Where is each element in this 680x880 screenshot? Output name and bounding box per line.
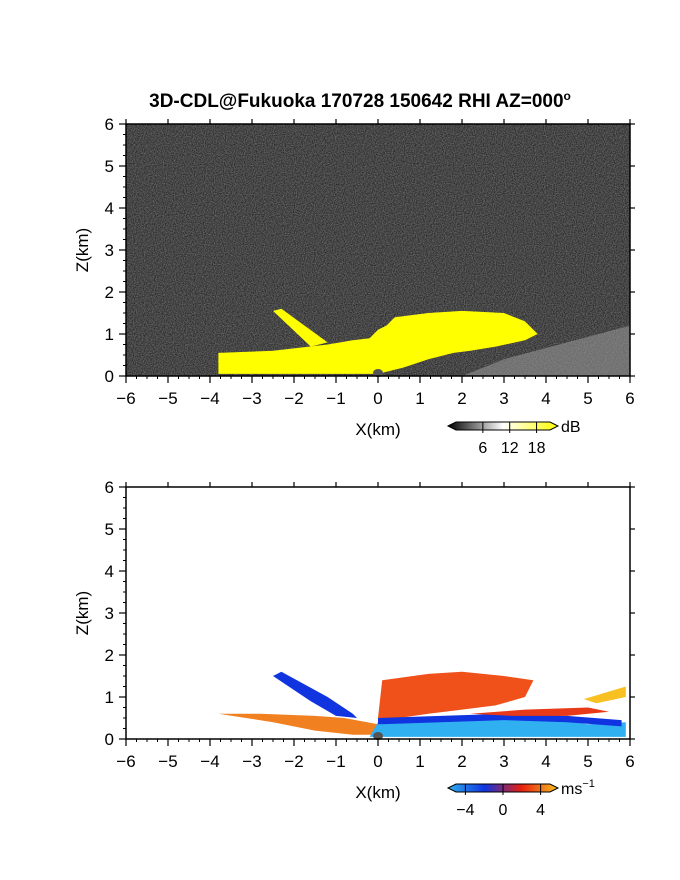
- region-0: [218, 310, 538, 374]
- colorbar-tick-label: 12: [501, 440, 519, 457]
- colorbar: −4 0 4 ms−1: [446, 778, 595, 819]
- x-tick-label: 6: [625, 752, 634, 771]
- plot-background: [126, 487, 630, 739]
- title-degree: o: [564, 89, 571, 103]
- y-tick-label: 2: [105, 646, 114, 665]
- x-tick-label: −3: [242, 389, 261, 408]
- x-tick-label: 0: [373, 389, 382, 408]
- x-tick-label: −1: [326, 389, 345, 408]
- colorbar-bar: [446, 421, 560, 431]
- x-tick-label: 3: [499, 389, 508, 408]
- x-tick-label: −5: [158, 389, 177, 408]
- x-tick-label: 2: [457, 752, 466, 771]
- x-tick-label: 3: [499, 752, 508, 771]
- region-5: [470, 707, 609, 716]
- x-tick-label: 2: [457, 389, 466, 408]
- y-tick-label: 5: [105, 157, 114, 176]
- x-tick-label: −2: [284, 752, 303, 771]
- y-tick-label: 3: [105, 241, 114, 260]
- y-tick-label: 6: [105, 115, 114, 134]
- y-tick-label: 1: [105, 688, 114, 707]
- y-tick-label: 3: [105, 604, 114, 623]
- region-1: [273, 308, 328, 347]
- x-tick-label: 4: [541, 389, 550, 408]
- x-tick-label: −2: [284, 389, 303, 408]
- velocity-panel: −6 −5 −4 −3 −2 −1 0 1 2 3 4 5 6 0 1 2 3 4 5 6 X(km) Z(km) −4 0 4…: [73, 478, 635, 819]
- y-tick-label: 2: [105, 283, 114, 302]
- x-tick-label: −3: [242, 752, 261, 771]
- x-tick-label: 5: [583, 752, 592, 771]
- radar-site-marker: [373, 369, 383, 377]
- region-6: [583, 686, 626, 704]
- x-tick-label: −4: [200, 752, 219, 771]
- x-tick-label: 1: [415, 389, 424, 408]
- colorbar-unit-exponent: −1: [582, 778, 595, 790]
- x-axis-label: X(km): [355, 783, 400, 802]
- y-axis-label: Z(km): [73, 591, 92, 635]
- x-tick-label: −5: [158, 752, 177, 771]
- x-tick-label: 6: [625, 389, 634, 408]
- y-tick-label: 0: [105, 730, 114, 749]
- colorbar-tick-label: 6: [478, 440, 487, 457]
- y-tick-label: 4: [105, 562, 114, 581]
- x-axis-label: X(km): [355, 420, 400, 439]
- colorbar-unit: dB: [561, 419, 581, 436]
- colorbar-tick-label: 4: [536, 802, 545, 819]
- radar-site-marker: [373, 732, 383, 740]
- colorbar-tick-label: 0: [499, 802, 508, 819]
- x-tick-label: −1: [326, 752, 345, 771]
- y-tick-label: 0: [105, 367, 114, 386]
- y-tick-label: 6: [105, 478, 114, 497]
- chart-title: 3D-CDL@Fukuoka 170728 150642 RHI AZ=000o: [149, 89, 571, 112]
- x-tick-label: −6: [116, 752, 135, 771]
- colorbar-unit: ms−1: [561, 778, 595, 798]
- x-tick-label: 4: [541, 752, 550, 771]
- x-tick-label: 0: [373, 752, 382, 771]
- y-tick-label: 5: [105, 520, 114, 539]
- y-tick-label: 1: [105, 325, 114, 344]
- x-tick-label: 5: [583, 389, 592, 408]
- region-2: [218, 713, 378, 735]
- colorbar-tick-label: 18: [528, 440, 546, 457]
- title-text: 3D-CDL@Fukuoka 170728 150642 RHI AZ=000: [149, 91, 563, 112]
- y-tick-label: 4: [105, 199, 114, 218]
- x-tick-label: 1: [415, 752, 424, 771]
- colorbar: 6 12 18 dB: [446, 419, 581, 457]
- region-1: [378, 671, 534, 718]
- region-4: [378, 713, 622, 727]
- clear-air-return: [462, 325, 630, 376]
- x-tick-label: −4: [200, 389, 219, 408]
- region-0: [273, 671, 357, 718]
- y-axis-label: Z(km): [73, 228, 92, 272]
- colorbar-tick-label: −4: [456, 802, 474, 819]
- x-tick-label: −6: [116, 389, 135, 408]
